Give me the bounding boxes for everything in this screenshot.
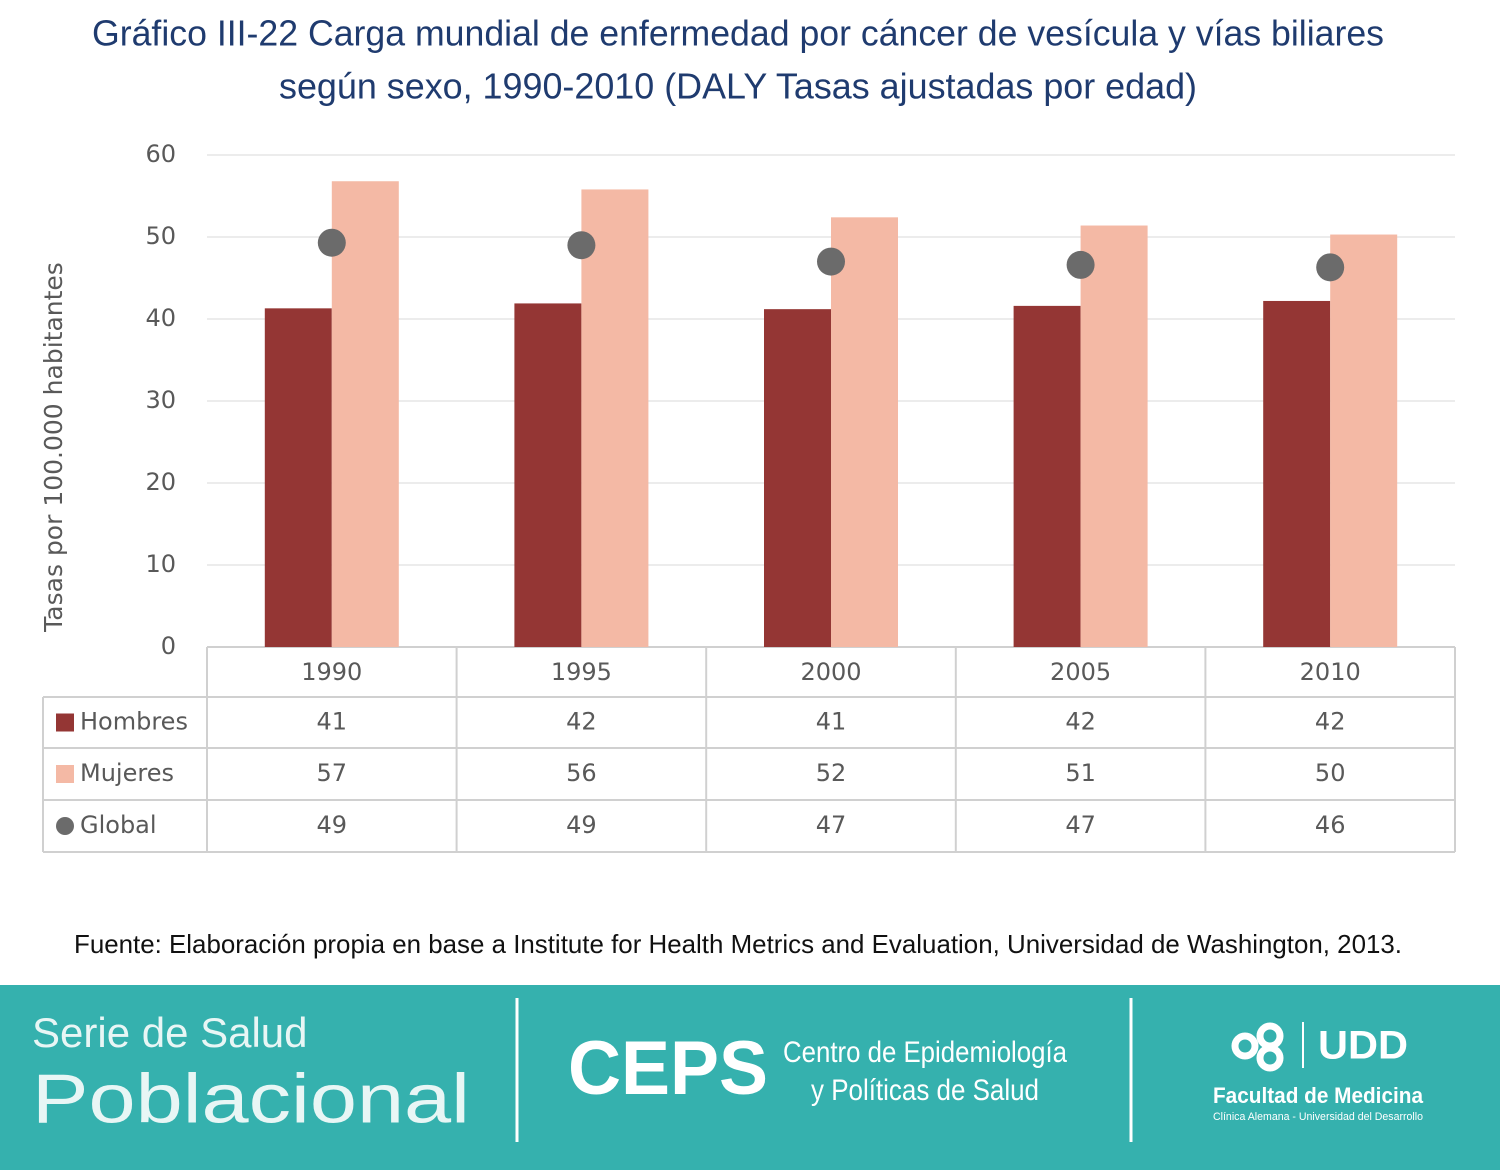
faculty-sub: Clínica Alemana - Universidad del Desarr… xyxy=(1213,1111,1423,1123)
point xyxy=(1316,253,1345,282)
table-value: 41 xyxy=(816,708,847,736)
table-value: 46 xyxy=(1315,811,1346,839)
x-tick-label: 2010 xyxy=(1300,658,1361,686)
legend-label: Global xyxy=(80,811,157,839)
y-tick-label: 0 xyxy=(161,632,176,660)
table-value: 50 xyxy=(1315,759,1346,787)
y-axis-label: Tasas por 100.000 habitantes xyxy=(39,262,68,633)
legend-marker xyxy=(56,713,74,732)
table-value: 57 xyxy=(317,759,348,787)
table-value: 56 xyxy=(566,759,597,787)
footer-band xyxy=(0,985,1500,1170)
point xyxy=(317,228,346,257)
ceps-name: y Políticas de Salud xyxy=(811,1074,1039,1107)
source-note: Fuente: Elaboración propia en base a Ins… xyxy=(74,929,1402,959)
x-tick-label: 1990 xyxy=(301,658,362,686)
bar xyxy=(331,181,399,648)
footer-series: Serie de Salud xyxy=(32,1009,308,1056)
y-tick-label: 50 xyxy=(145,222,176,250)
table-value: 51 xyxy=(1065,759,1096,787)
x-tick-label: 1995 xyxy=(551,658,612,686)
table-value: 41 xyxy=(317,708,348,736)
table-value: 52 xyxy=(816,759,847,787)
bar xyxy=(764,309,831,647)
y-tick-label: 40 xyxy=(145,304,176,332)
legend-label: Mujeres xyxy=(80,759,174,787)
table-value: 49 xyxy=(317,811,348,839)
faculty-icon xyxy=(1231,1022,1284,1072)
udd-logo: UDD xyxy=(1318,1024,1408,1068)
table-value: 42 xyxy=(1065,708,1096,736)
plot: 0 10 20 30 40 50 60 1990 1995 2000 2005 2010 Hombres… xyxy=(42,140,1456,853)
footer-series: Poblacional xyxy=(32,1059,470,1137)
point xyxy=(817,247,845,276)
bar xyxy=(1330,234,1398,648)
y-tick-label: 20 xyxy=(145,468,176,496)
table-value: 47 xyxy=(1065,811,1096,839)
ceps-logo: CEPS xyxy=(568,1026,768,1111)
chart-title: Gráfico III-22 Carga mundial de enfermed… xyxy=(92,13,1384,54)
faculty-name: Facultad de Medicina xyxy=(1213,1083,1424,1108)
legend-label: Hombres xyxy=(80,708,188,736)
bar xyxy=(1013,305,1081,647)
bar xyxy=(264,308,332,647)
chart-title: según sexo, 1990-2010 (DALY Tasas ajusta… xyxy=(279,66,1197,107)
x-tick-label: 2005 xyxy=(1050,658,1111,686)
point xyxy=(567,231,596,260)
bar xyxy=(581,189,649,647)
point xyxy=(1066,250,1095,279)
y-tick-label: 60 xyxy=(145,140,176,168)
bar xyxy=(514,303,582,647)
table-value: 42 xyxy=(1315,708,1346,736)
x-tick-label: 2000 xyxy=(800,658,861,686)
legend-marker xyxy=(56,765,74,783)
ceps-name: Centro de Epidemiología xyxy=(783,1036,1067,1069)
bar xyxy=(1263,300,1331,647)
legend-marker xyxy=(56,817,74,835)
bar xyxy=(1080,225,1148,647)
table-value: 49 xyxy=(566,811,597,839)
footer: Serie de Salud Poblacional CEPS Centro d… xyxy=(0,985,1500,1170)
table-value: 47 xyxy=(816,811,847,839)
table-value: 42 xyxy=(566,708,597,736)
bar xyxy=(831,217,898,647)
y-tick-label: 30 xyxy=(145,386,176,414)
y-tick-label: 10 xyxy=(145,550,176,578)
